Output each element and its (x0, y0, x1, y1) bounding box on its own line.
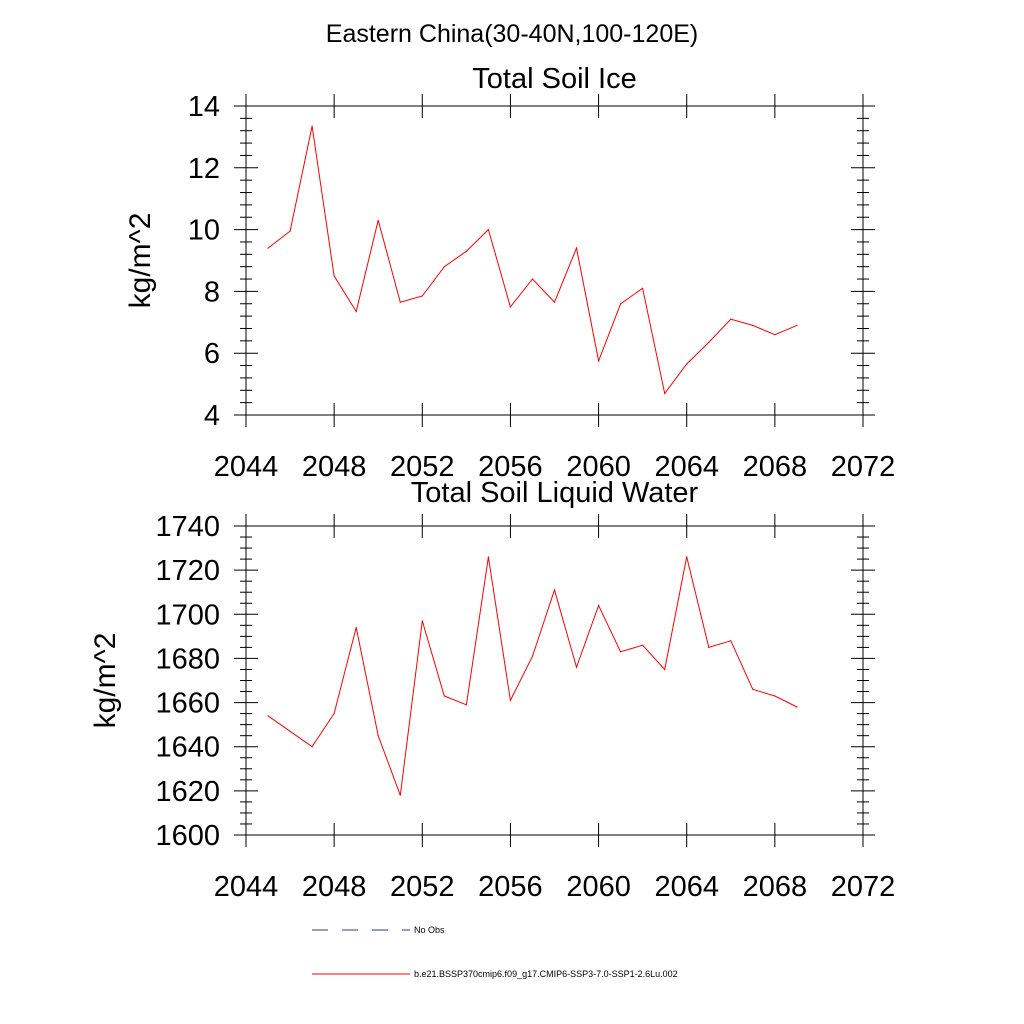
data-point (708, 646, 710, 648)
y-tick-label: 1720 (155, 555, 220, 587)
data-point (399, 794, 401, 796)
data-point (620, 303, 622, 305)
data-point (355, 626, 357, 629)
data-point (642, 287, 644, 289)
data-point (509, 699, 512, 701)
legend: No Obs b.e21.BSSP370cmip6.f09_g17.CMIP6-… (312, 925, 678, 979)
panel-total-soil-liquid-water: Total Soil Liquid Water kg/m^2 2044 2048 205… (89, 477, 895, 903)
x-tick-label: 2064 (654, 871, 719, 903)
data-point (443, 695, 445, 697)
panel-total-soil-ice: Total Soil Ice kg/m^2 2044 2048 2052 2056 2060… (124, 63, 895, 483)
y-tick-label: 1620 (155, 776, 220, 808)
data-point (664, 392, 666, 394)
data-point (355, 310, 357, 313)
y-axis-label: kg/m^2 (89, 633, 122, 729)
x-tick-label: 2052 (390, 451, 455, 483)
data-point (796, 706, 798, 708)
panel-title: Total Soil Ice (472, 63, 636, 95)
panel-title: Total Soil Liquid Water (411, 477, 699, 509)
y-tick-label: 1660 (155, 688, 220, 720)
data-point (465, 704, 467, 706)
data-point (686, 556, 688, 558)
x-tick-label: 2060 (566, 451, 631, 483)
data-point (708, 341, 710, 343)
y-tick-label: 8 (204, 276, 220, 308)
data-point (377, 735, 379, 737)
data-point (289, 730, 291, 732)
x-tick-label: 2056 (478, 871, 543, 903)
data-point (487, 556, 489, 558)
data-point (289, 230, 291, 232)
data-point (333, 275, 335, 277)
data-point (267, 247, 269, 249)
data-point (575, 666, 578, 668)
x-tick-label: 2052 (390, 871, 455, 903)
data-point (553, 589, 556, 591)
legend-label-no-obs: No Obs (414, 925, 445, 935)
data-point (597, 604, 600, 607)
figure-title: Eastern China(30-40N,100-120E) (326, 20, 698, 48)
y-tick-label: 4 (204, 400, 220, 432)
data-point (796, 324, 798, 326)
x-tick-label: 2068 (743, 451, 808, 483)
data-point (642, 644, 644, 646)
y-tick-label: 1700 (155, 599, 220, 631)
y-tick-label: 1600 (155, 820, 220, 852)
y-axis-label: kg/m^2 (124, 213, 157, 309)
data-point (620, 651, 622, 653)
x-tick-label: 2048 (302, 871, 367, 903)
x-tick-label: 2048 (302, 451, 367, 483)
data-point (686, 363, 688, 365)
data-point (575, 247, 578, 249)
data-point (774, 334, 776, 336)
data-point (311, 746, 313, 748)
x-tick-label: 2072 (831, 871, 896, 903)
x-tick-label: 2064 (654, 451, 719, 483)
plot-frame (245, 105, 864, 416)
data-point (597, 360, 600, 362)
x-tick-label: 2068 (743, 871, 808, 903)
data-point (421, 620, 423, 622)
y-tick-label: 14 (188, 91, 220, 123)
y-tick-label: 6 (204, 338, 220, 370)
data-point (730, 318, 732, 320)
data-point (443, 266, 445, 268)
data-point (752, 324, 754, 326)
data-point (333, 713, 335, 715)
data-point (465, 250, 467, 252)
data-point (531, 278, 534, 280)
data-point (553, 301, 556, 303)
x-tick-label: 2044 (214, 451, 279, 483)
data-point (730, 640, 732, 642)
data-point (509, 306, 512, 308)
data-point (421, 295, 423, 297)
x-tick-label: 2072 (831, 451, 896, 483)
data-point (752, 688, 754, 690)
data-point (267, 715, 269, 717)
y-tick-label: 12 (188, 153, 220, 185)
data-point (487, 229, 489, 231)
data-point (664, 668, 666, 671)
x-tick-label: 2044 (214, 871, 279, 903)
data-point (377, 219, 379, 221)
data-point (399, 301, 401, 303)
data-point (774, 695, 776, 697)
legend-label-model: b.e21.BSSP370cmip6.f09_g17.CMIP6-SSP3-7.… (414, 969, 678, 979)
y-tick-label: 1740 (155, 511, 220, 543)
y-tick-label: 1680 (155, 643, 220, 675)
x-tick-label: 2060 (566, 871, 631, 903)
x-tick-label: 2056 (478, 451, 543, 483)
data-point (531, 655, 534, 657)
y-tick-label: 1640 (155, 732, 220, 764)
data-point (311, 125, 313, 127)
y-tick-label: 10 (188, 215, 220, 247)
